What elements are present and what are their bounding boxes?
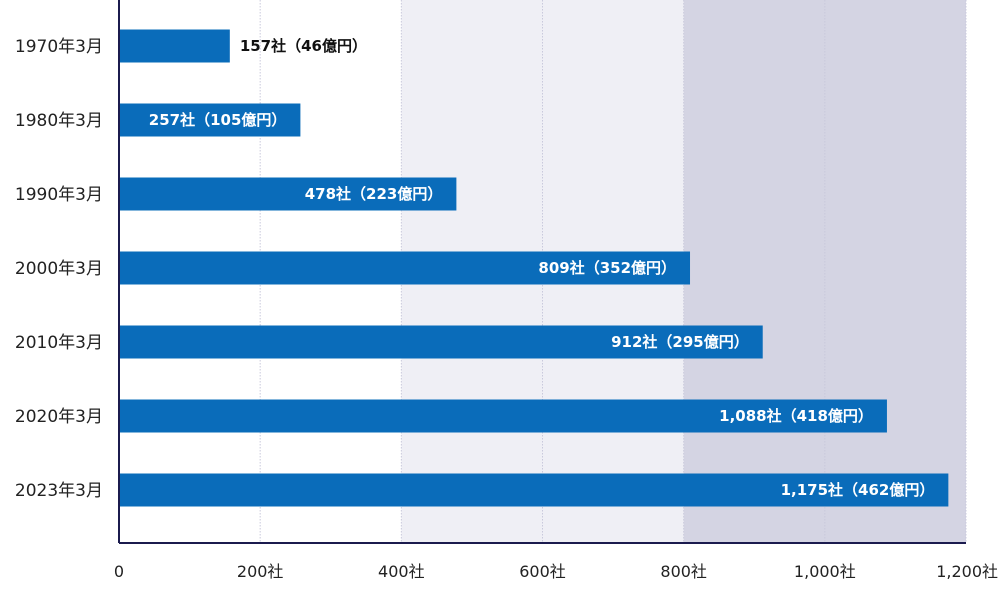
- bar-5: [119, 399, 887, 433]
- x-tick-label-5: 1,000社: [794, 562, 856, 581]
- x-tick-label-1: 200社: [237, 562, 284, 581]
- bar-0: [119, 29, 230, 63]
- axes: [118, 0, 966, 544]
- data-label-5: 1,088社（418億円）: [719, 407, 873, 425]
- data-label-2: 478社（223億円）: [305, 185, 443, 203]
- category-label-5: 2020年3月: [15, 407, 103, 427]
- data-label-0: 157社（46億円）: [240, 37, 367, 55]
- data-label-4: 912社（295億円）: [611, 333, 749, 351]
- x-tick-label-6: 1,200社: [936, 562, 998, 581]
- category-label-2: 1990年3月: [15, 185, 103, 205]
- category-label-6: 2023年3月: [15, 481, 103, 501]
- bar-2: [119, 177, 457, 211]
- bar-3: [119, 251, 691, 285]
- labels: 1970年3月 157社（46億円） 1980年3月 257社（105億円） 1990年…: [15, 37, 998, 581]
- category-label-0: 1970年3月: [15, 37, 103, 57]
- x-tick-label-0: 0: [114, 562, 124, 581]
- data-label-3: 809社（352億円）: [538, 259, 676, 277]
- category-label-4: 2010年3月: [15, 333, 103, 353]
- category-label-1: 1980年3月: [15, 111, 103, 131]
- x-tick-label-2: 400社: [378, 562, 425, 581]
- bar-4: [119, 325, 763, 359]
- x-tick-label-4: 800社: [660, 562, 707, 581]
- data-label-6: 1,175社（462億円）: [781, 481, 935, 499]
- bar-6: [119, 473, 949, 507]
- data-label-1: 257社（105億円）: [149, 111, 287, 129]
- bars: [119, 29, 949, 507]
- bar-1: [119, 103, 301, 137]
- x-tick-label-3: 600社: [519, 562, 566, 581]
- category-label-3: 2000年3月: [15, 259, 103, 279]
